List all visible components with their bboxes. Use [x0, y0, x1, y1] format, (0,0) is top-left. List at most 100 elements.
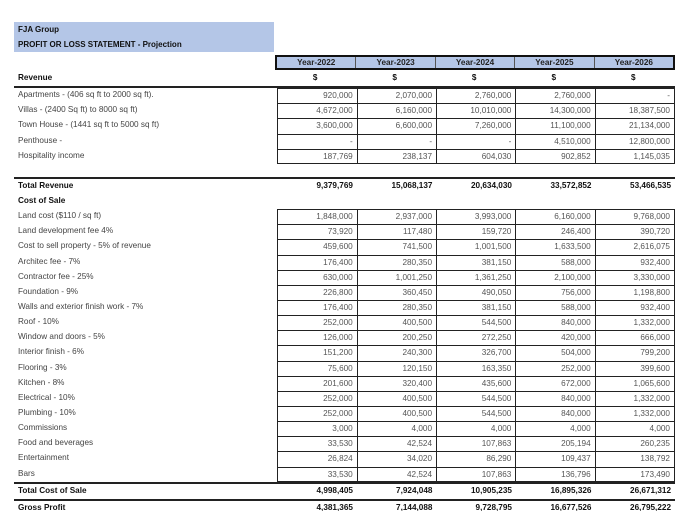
value-cell[interactable]: 604,030: [436, 148, 516, 164]
value-cell[interactable]: 741,500: [356, 239, 437, 255]
value-cell[interactable]: 1,332,000: [594, 405, 675, 422]
value-cell[interactable]: 1,361,250: [436, 269, 516, 285]
value-cell[interactable]: 16,677,526: [550, 502, 592, 511]
value-cell[interactable]: 1,065,600: [594, 375, 675, 391]
value-cell[interactable]: 252,000: [277, 405, 357, 422]
value-cell[interactable]: 18,387,500: [594, 103, 675, 119]
value-cell[interactable]: 756,000: [515, 284, 595, 300]
value-cell[interactable]: [277, 194, 357, 209]
value-cell[interactable]: 136,796: [515, 466, 595, 482]
value-cell[interactable]: 138,792: [594, 451, 675, 467]
value-cell[interactable]: 902,852: [515, 148, 595, 164]
value-cell[interactable]: 6,160,000: [356, 103, 437, 119]
value-cell[interactable]: 3,330,000: [594, 269, 675, 285]
value-cell[interactable]: 932,400: [594, 254, 675, 270]
value-cell[interactable]: 12,800,000: [594, 133, 675, 149]
value-cell[interactable]: 4,000: [436, 421, 516, 437]
value-cell[interactable]: 238,137: [356, 148, 437, 164]
value-cell[interactable]: 252,000: [515, 360, 595, 376]
value-cell[interactable]: 1,145,035: [594, 148, 675, 164]
value-cell[interactable]: 932,400: [594, 299, 675, 316]
value-cell[interactable]: $: [471, 73, 477, 82]
value-cell[interactable]: 4,510,000: [515, 133, 595, 149]
value-cell[interactable]: 1,332,000: [594, 390, 675, 406]
value-cell[interactable]: 1,001,500: [436, 239, 516, 255]
value-cell[interactable]: 588,000: [515, 254, 595, 270]
value-cell[interactable]: 75,600: [277, 360, 357, 376]
value-cell[interactable]: 226,800: [277, 284, 357, 300]
value-cell[interactable]: 246,400: [515, 224, 595, 240]
value-cell[interactable]: 459,600: [277, 239, 357, 255]
value-cell[interactable]: 4,672,000: [277, 103, 357, 119]
value-cell[interactable]: 6,160,000: [515, 209, 595, 225]
value-cell[interactable]: 399,600: [594, 360, 675, 376]
value-cell[interactable]: 840,000: [515, 405, 595, 422]
value-cell[interactable]: 26,824: [277, 451, 357, 467]
value-cell[interactable]: 7,260,000: [436, 118, 516, 134]
value-cell[interactable]: 14,300,000: [515, 103, 595, 119]
value-cell[interactable]: [595, 194, 675, 209]
value-cell[interactable]: 26,795,222: [630, 502, 671, 511]
value-cell[interactable]: 4,000: [515, 421, 595, 437]
value-cell[interactable]: 272,250: [436, 330, 516, 346]
value-cell[interactable]: 504,000: [515, 345, 595, 361]
value-cell[interactable]: 7,924,048: [396, 485, 433, 495]
value-cell[interactable]: 400,500: [356, 390, 437, 406]
value-cell[interactable]: 1,198,800: [594, 284, 675, 300]
value-cell[interactable]: 173,490: [594, 466, 675, 482]
value-cell[interactable]: 320,400: [356, 375, 437, 391]
value-cell[interactable]: 2,760,000: [436, 88, 516, 104]
value-cell[interactable]: 6,600,000: [356, 118, 437, 134]
value-cell[interactable]: 544,500: [436, 315, 516, 331]
value-cell[interactable]: 107,863: [436, 436, 516, 452]
value-cell[interactable]: [516, 194, 596, 209]
value-cell[interactable]: 2,760,000: [515, 88, 595, 104]
value-cell[interactable]: 1,848,000: [277, 209, 357, 225]
value-cell[interactable]: 544,500: [436, 405, 516, 422]
value-cell[interactable]: 10,905,235: [470, 485, 512, 495]
value-cell[interactable]: 26,671,312: [630, 485, 671, 495]
value-cell[interactable]: 86,290: [436, 451, 516, 467]
value-cell[interactable]: 381,150: [436, 299, 516, 316]
value-cell[interactable]: 42,524: [356, 466, 437, 482]
value-cell[interactable]: 280,350: [356, 299, 437, 316]
value-cell[interactable]: 205,194: [515, 436, 595, 452]
value-cell[interactable]: 73,920: [277, 224, 357, 240]
value-cell[interactable]: 252,000: [277, 390, 357, 406]
value-cell[interactable]: 360,450: [356, 284, 437, 300]
value-cell[interactable]: 1,001,250: [356, 269, 437, 285]
value-cell[interactable]: 4,000: [594, 421, 675, 437]
value-cell[interactable]: $: [551, 73, 556, 82]
value-cell[interactable]: $: [312, 73, 318, 82]
value-cell[interactable]: 109,437: [515, 451, 595, 467]
value-cell[interactable]: 840,000: [515, 390, 595, 406]
value-cell[interactable]: 2,937,000: [356, 209, 437, 225]
value-cell[interactable]: 159,720: [436, 224, 516, 240]
value-cell[interactable]: 53,466,535: [630, 180, 671, 190]
value-cell[interactable]: 176,400: [277, 299, 357, 316]
value-cell[interactable]: 107,863: [436, 466, 516, 482]
value-cell[interactable]: 630,000: [277, 269, 357, 285]
value-cell[interactable]: 3,600,000: [277, 118, 357, 134]
value-cell[interactable]: 4,998,405: [316, 485, 353, 495]
value-cell[interactable]: -: [277, 133, 357, 149]
value-cell[interactable]: -: [436, 133, 516, 149]
value-cell[interactable]: 588,000: [515, 299, 595, 316]
value-cell[interactable]: 381,150: [436, 254, 516, 270]
value-cell[interactable]: 666,000: [594, 330, 675, 346]
value-cell[interactable]: 2,070,000: [356, 88, 437, 104]
value-cell[interactable]: 390,720: [594, 224, 675, 240]
value-cell[interactable]: 187,769: [277, 148, 357, 164]
value-cell[interactable]: 201,600: [277, 375, 357, 391]
value-cell[interactable]: 34,020: [356, 451, 437, 467]
value-cell[interactable]: 176,400: [277, 254, 357, 270]
value-cell[interactable]: 33,572,852: [550, 180, 592, 190]
value-cell[interactable]: 326,700: [436, 345, 516, 361]
value-cell[interactable]: -: [594, 88, 675, 104]
value-cell[interactable]: [436, 194, 516, 209]
value-cell[interactable]: 15,068,137: [391, 180, 433, 190]
value-cell[interactable]: 117,480: [356, 224, 437, 240]
value-cell[interactable]: 280,350: [356, 254, 437, 270]
value-cell[interactable]: $: [630, 73, 636, 82]
value-cell[interactable]: 33,530: [277, 436, 357, 452]
